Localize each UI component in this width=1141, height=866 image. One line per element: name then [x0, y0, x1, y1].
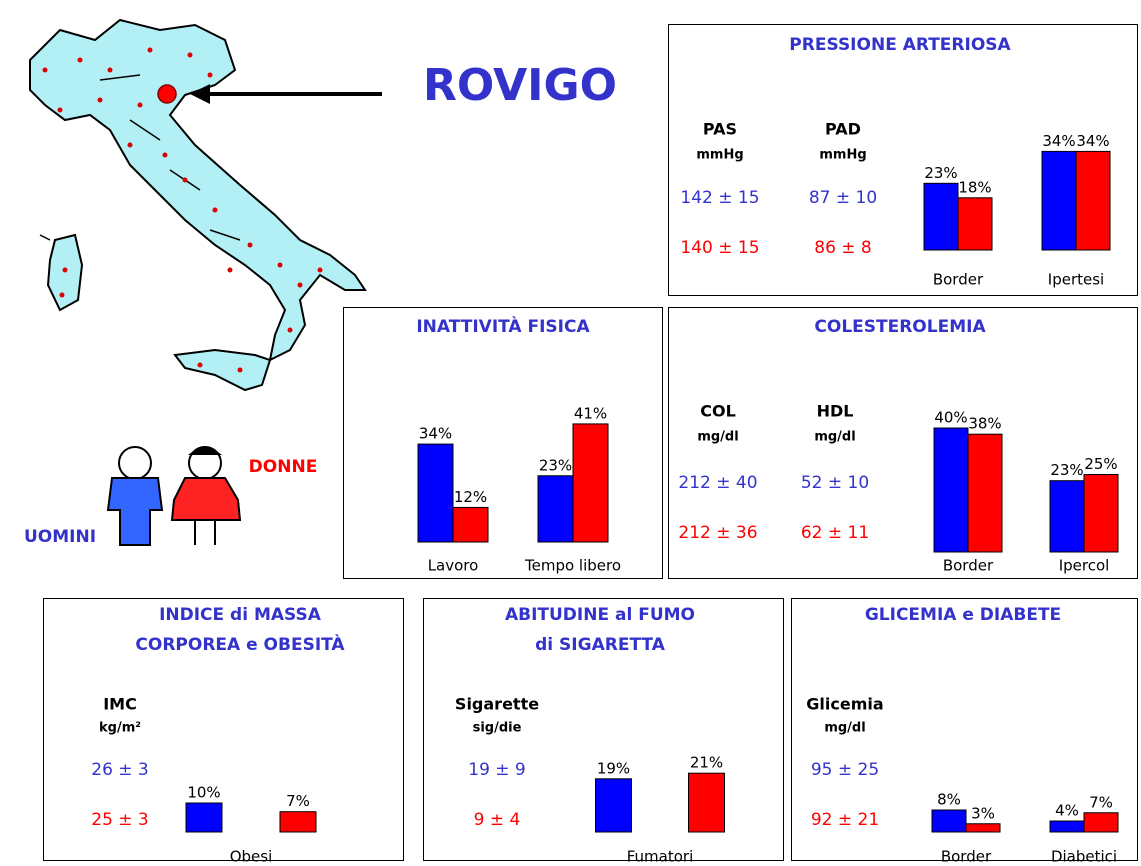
bar [931, 809, 967, 833]
bar [965, 823, 1001, 833]
stat-value: 26 ± 3 [91, 760, 149, 780]
bar [967, 433, 1003, 553]
bar [1049, 820, 1085, 833]
panel-title: GLICEMIA e DIABETE [865, 605, 1061, 625]
bar [417, 443, 454, 543]
bar [279, 811, 317, 833]
panel-title: ABITUDINE al FUMO [505, 605, 695, 625]
stat-value: 19 ± 9 [468, 760, 526, 780]
value-label: 40% [934, 409, 967, 427]
bar [452, 506, 489, 543]
value-label: 3% [971, 804, 995, 822]
stat-value: 9 ± 4 [474, 810, 521, 830]
stat-unit: mg/dl [824, 721, 865, 736]
value-label: 8% [937, 791, 961, 809]
stat-value: 142 ± 15 [680, 188, 759, 208]
city-title: ROVIGO [423, 60, 617, 111]
panel-title: INATTIVITÀ FISICA [416, 315, 590, 337]
bar [1075, 150, 1111, 251]
stat-label: PAD [825, 120, 861, 139]
category-label: Tempo libero [524, 557, 621, 575]
bar [537, 475, 574, 543]
value-label: 19% [597, 759, 630, 777]
panel-box [791, 598, 1138, 861]
bar [1049, 480, 1085, 553]
value-label: 12% [454, 488, 487, 506]
value-label: 18% [958, 178, 991, 196]
stat-value: 87 ± 10 [809, 188, 877, 208]
category-label: Ipertesi [1048, 271, 1104, 289]
stat-label: Sigarette [455, 695, 539, 714]
stat-value: 62 ± 11 [801, 523, 869, 543]
stat-value: 212 ± 40 [678, 473, 757, 493]
legend-men: UOMINI [24, 527, 96, 547]
value-label: 34% [1076, 132, 1109, 150]
category-label: Diabetici [1051, 848, 1117, 866]
value-label: 34% [419, 425, 452, 443]
panel-title: CORPOREA e OBESITÀ [135, 633, 345, 655]
stat-value: 140 ± 15 [680, 238, 759, 258]
panel-box [43, 598, 404, 861]
value-label: 7% [1089, 793, 1113, 811]
stat-label: IMC [103, 695, 137, 714]
panel-box [343, 307, 663, 579]
category-label: Lavoro [428, 557, 479, 575]
bar [1083, 812, 1119, 833]
stat-label: PAS [703, 120, 737, 139]
stat-label: COL [700, 402, 736, 421]
stat-label: HDL [817, 402, 854, 421]
bar [688, 772, 725, 833]
value-label: 10% [187, 784, 220, 802]
category-label: Ipercol [1059, 557, 1110, 575]
stat-unit: mg/dl [697, 430, 738, 445]
stat-value: 212 ± 36 [678, 523, 757, 543]
panel-box [423, 598, 784, 861]
stat-unit: mmHg [696, 148, 743, 163]
bar [1083, 474, 1119, 553]
bar [572, 423, 609, 543]
value-label: 23% [539, 456, 572, 474]
panel-title: di SIGARETTA [535, 635, 666, 655]
people-icon [106, 446, 242, 546]
value-label: 34% [1042, 132, 1075, 150]
value-label: 23% [924, 164, 957, 182]
stat-value: 95 ± 25 [811, 760, 879, 780]
bar [923, 182, 959, 251]
stat-value: 92 ± 21 [811, 810, 879, 830]
panel-title: COLESTEROLEMIA [814, 317, 986, 337]
category-label: Fumatori [627, 848, 694, 866]
category-label: Border [943, 557, 994, 575]
bar [933, 427, 969, 553]
category-label: Obesi [230, 848, 273, 866]
panel-title: PRESSIONE ARTERIOSA [789, 35, 1011, 55]
bar [957, 197, 993, 251]
value-label: 21% [690, 754, 723, 772]
value-label: 4% [1055, 802, 1079, 820]
panel-box [668, 24, 1138, 296]
category-label: Border [941, 848, 992, 866]
stat-unit: kg/m² [99, 721, 141, 736]
bar [185, 802, 223, 833]
category-label: Border [933, 271, 984, 289]
value-label: 23% [1050, 461, 1083, 479]
bar [595, 778, 632, 833]
panel-box [668, 307, 1138, 579]
bar [1041, 150, 1077, 251]
value-label: 7% [286, 792, 310, 810]
stat-unit: sig/die [473, 721, 522, 736]
value-label: 25% [1084, 455, 1117, 473]
legend-women: DONNE [249, 457, 318, 477]
stat-value: 52 ± 10 [801, 473, 869, 493]
stat-unit: mmHg [819, 148, 866, 163]
stat-unit: mg/dl [814, 430, 855, 445]
stat-value: 25 ± 3 [91, 810, 149, 830]
arrow [190, 84, 382, 104]
map-italy [29, 18, 367, 392]
value-label: 41% [574, 404, 607, 422]
value-label: 38% [968, 415, 1001, 433]
stat-value: 86 ± 8 [814, 238, 872, 258]
panel-title: INDICE di MASSA [159, 605, 322, 625]
stat-label: Glicemia [806, 695, 883, 714]
